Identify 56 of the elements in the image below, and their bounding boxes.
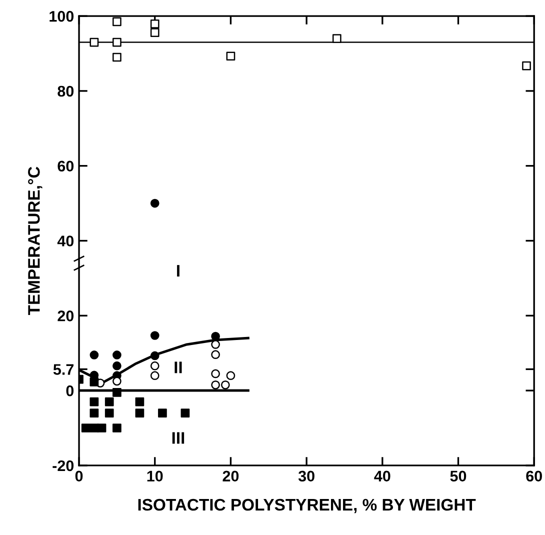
point xyxy=(150,331,160,340)
point xyxy=(522,61,531,70)
point xyxy=(226,52,236,61)
point xyxy=(150,371,160,380)
point xyxy=(97,424,106,432)
point xyxy=(211,350,220,360)
point xyxy=(81,424,90,432)
point xyxy=(332,34,342,43)
point xyxy=(112,38,122,47)
point xyxy=(211,380,220,390)
y-tick-label: 5.7 xyxy=(53,364,74,375)
point xyxy=(90,378,99,386)
x-tick-label: 0 xyxy=(75,470,83,482)
y-tick-label: 0 xyxy=(66,385,74,396)
point xyxy=(90,408,99,418)
point xyxy=(112,52,122,62)
x-tick-label: 60 xyxy=(526,470,542,482)
annotation: I xyxy=(177,265,180,277)
point xyxy=(135,408,144,418)
point xyxy=(211,369,220,378)
point xyxy=(180,408,190,418)
y-tick-label: 60 xyxy=(58,160,74,172)
point xyxy=(150,351,160,360)
y-tick-label: 80 xyxy=(58,86,74,97)
x-tick-label: 40 xyxy=(374,470,390,482)
point xyxy=(90,38,99,47)
x-axis-title: ISOTACTIC POLYSTYRENE, % BY WEIGHT xyxy=(138,498,476,514)
y-tick-label: -20 xyxy=(52,460,74,472)
point xyxy=(220,380,230,390)
y-tick-label: 40 xyxy=(57,236,74,246)
point xyxy=(150,19,160,28)
point xyxy=(135,397,144,406)
x-tick-label: 20 xyxy=(222,470,239,482)
point xyxy=(112,361,122,370)
annotation: III xyxy=(172,432,184,444)
point xyxy=(90,350,99,360)
point xyxy=(112,17,122,26)
point xyxy=(112,388,122,397)
y-tick-label: 20 xyxy=(58,310,74,322)
point xyxy=(104,397,114,406)
point xyxy=(104,408,114,418)
point xyxy=(226,371,236,380)
point xyxy=(112,424,122,432)
point xyxy=(112,350,122,360)
point xyxy=(150,28,160,37)
point xyxy=(158,408,167,418)
point xyxy=(150,361,160,370)
y-tick-label: 100 xyxy=(50,10,74,22)
x-tick-label: 50 xyxy=(450,470,466,482)
x-tick-label: 10 xyxy=(147,470,163,482)
point xyxy=(150,198,160,208)
point xyxy=(211,340,220,349)
x-tick-label: 30 xyxy=(298,470,314,482)
annotation: II xyxy=(174,362,182,374)
point xyxy=(90,397,99,406)
y-axis-title: TEMPERATURE,°C xyxy=(28,166,42,316)
